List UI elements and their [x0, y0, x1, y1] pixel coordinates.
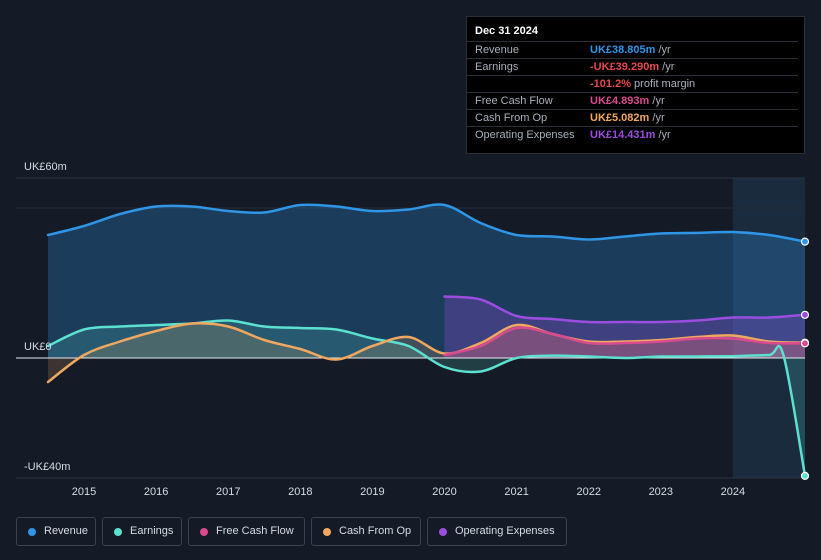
legend-dot-icon — [28, 528, 36, 536]
tooltip-row-unit: profit margin — [630, 78, 696, 90]
area-opex — [444, 296, 805, 358]
tooltip-row: Earnings -UK£39.290m /yr — [467, 58, 798, 76]
end-point-earnings — [800, 471, 810, 480]
x-tick-label: 2023 — [649, 486, 673, 498]
tooltip-row-value: UK£14.431m /yr — [590, 129, 671, 141]
tooltip-row-value: UK£5.082m /yr — [590, 112, 665, 124]
tooltip-row-label: Cash From Op — [475, 112, 548, 124]
tooltip-row-label: Revenue — [475, 44, 520, 56]
x-tick-label: 2018 — [288, 486, 312, 498]
tooltip-row-unit: /yr — [655, 129, 671, 141]
legend-label: Free Cash Flow — [216, 525, 294, 537]
tooltip-row-value: UK£4.893m /yr — [590, 95, 665, 107]
tooltip-row: Free Cash Flow UK£4.893m /yr — [467, 92, 798, 110]
tooltip-row-value: -UK£39.290m /yr — [590, 61, 675, 73]
x-tick-label: 2020 — [432, 486, 456, 498]
tooltip-row: Operating Expenses UK£14.431m /yr — [467, 126, 798, 144]
x-tick-label: 2021 — [504, 486, 528, 498]
legend-label: Revenue — [44, 525, 89, 537]
tooltip-row: Revenue UK£38.805m /yr — [467, 41, 798, 59]
line-fcf — [443, 326, 807, 357]
x-tick-label: 2019 — [360, 486, 384, 498]
legend-dot-icon — [323, 528, 331, 536]
legend-dot-icon — [200, 528, 208, 536]
end-point-revenue — [800, 237, 810, 246]
end-point-opex — [800, 310, 810, 319]
tooltip-panel: Dec 31 2024 Revenue UK£38.805m /yr Earning… — [466, 16, 805, 154]
line-revenue — [46, 203, 807, 243]
area-cfo — [48, 323, 805, 382]
y-label-top: UK£60m — [24, 161, 67, 173]
area-earnings — [48, 320, 805, 476]
y-label-bottom: -UK£40m — [24, 461, 70, 473]
x-tick-label: 2015 — [72, 486, 96, 498]
end-point-fcf — [800, 339, 810, 348]
tooltip-row-unit: /yr — [655, 44, 671, 56]
x-tick-label: 2016 — [144, 486, 168, 498]
tooltip-row: -101.2% profit margin — [467, 75, 798, 93]
legend-item[interactable]: Revenue — [16, 517, 96, 546]
area-fcf — [444, 327, 805, 358]
legend-label: Operating Expenses — [455, 525, 555, 537]
x-tick-label: 2022 — [576, 486, 600, 498]
tooltip-row-unit: /yr — [659, 61, 675, 73]
line-opex — [443, 295, 807, 324]
x-tick-label: 2017 — [216, 486, 240, 498]
tooltip-row-value: UK£38.805m /yr — [590, 44, 671, 56]
tooltip-row-value: -101.2% profit margin — [590, 78, 696, 90]
legend-item[interactable]: Cash From Op — [311, 517, 421, 546]
y-label-zero: UK£0 — [24, 341, 52, 353]
legend-dot-icon — [439, 528, 447, 536]
legend-label: Earnings — [130, 525, 174, 537]
legend-item[interactable]: Earnings — [102, 517, 182, 546]
tooltip-date: Dec 31 2024 — [475, 25, 538, 37]
tooltip-row-unit: /yr — [649, 112, 665, 124]
line-cfo — [46, 322, 807, 384]
tooltip-row-label: Free Cash Flow — [475, 95, 553, 107]
tooltip-row-label: Operating Expenses — [475, 129, 575, 141]
x-tick-label: 2024 — [721, 486, 745, 498]
legend-dot-icon — [114, 528, 122, 536]
forecast-shade — [732, 178, 805, 478]
tooltip-row: Cash From Op UK£5.082m /yr — [467, 109, 798, 127]
area-revenue — [48, 204, 805, 358]
tooltip-row-label: Earnings — [475, 61, 519, 73]
legend-item[interactable]: Free Cash Flow — [188, 517, 305, 546]
tooltip-row-unit: /yr — [649, 95, 665, 107]
legend-item[interactable]: Operating Expenses — [427, 517, 567, 546]
legend-label: Cash From Op — [339, 525, 412, 537]
